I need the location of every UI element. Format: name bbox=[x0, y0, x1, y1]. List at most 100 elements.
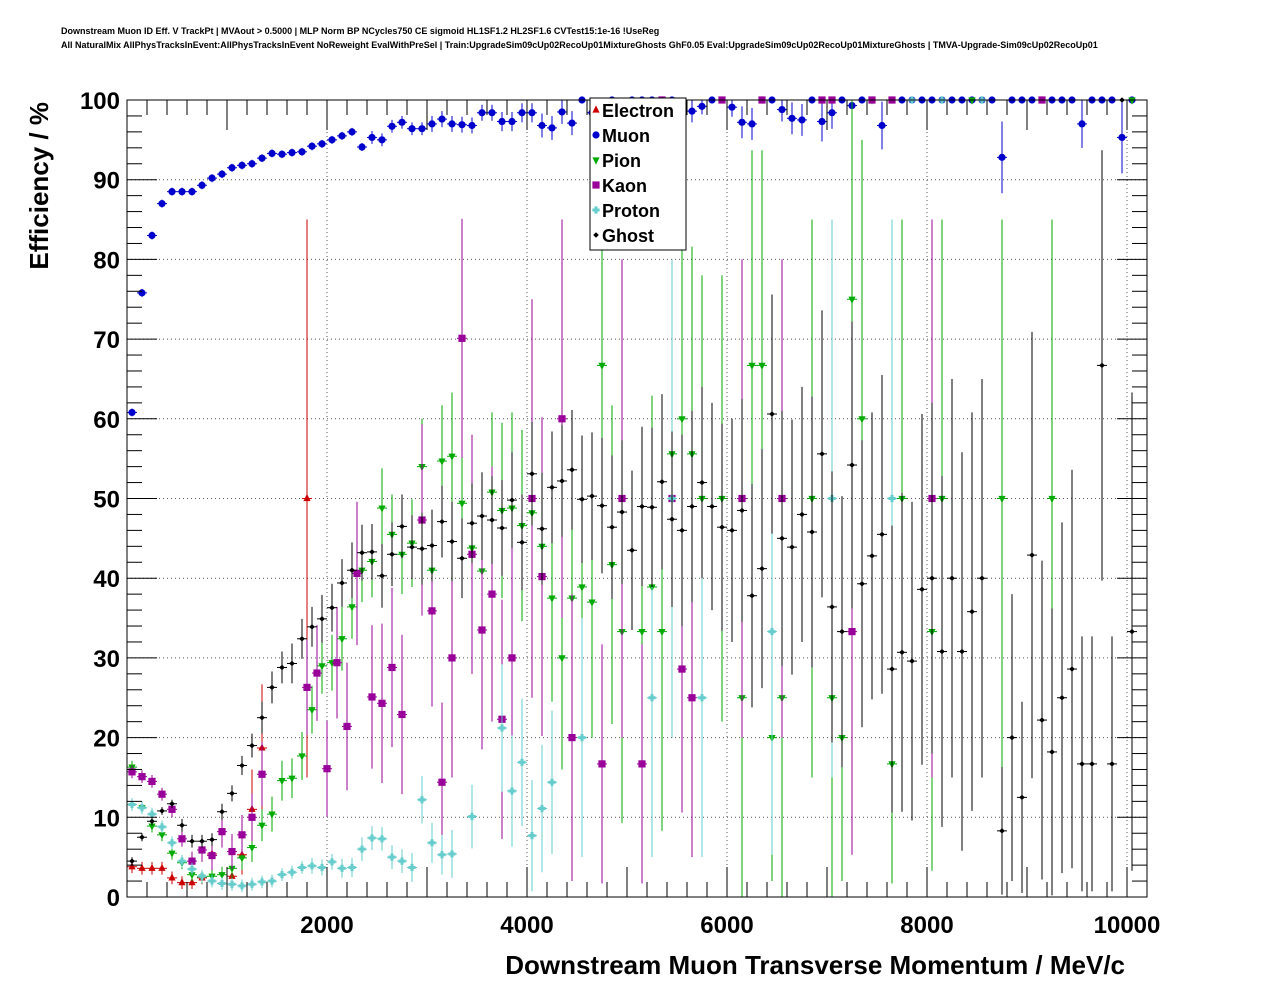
marker bbox=[269, 684, 275, 691]
marker bbox=[589, 493, 595, 499]
marker bbox=[229, 790, 235, 797]
ghost-point bbox=[877, 374, 887, 694]
marker bbox=[1099, 362, 1105, 369]
x-tick-label: 10000 bbox=[1094, 912, 1161, 939]
marker bbox=[478, 109, 486, 117]
muon-point bbox=[327, 135, 337, 144]
kaon-point bbox=[567, 594, 577, 882]
proton-point bbox=[217, 877, 227, 890]
ghost-point bbox=[977, 378, 987, 778]
ghost-point bbox=[857, 440, 867, 728]
marker bbox=[519, 539, 525, 546]
marker bbox=[399, 523, 405, 530]
muon-point bbox=[187, 187, 197, 196]
proton-point bbox=[437, 834, 447, 875]
marker bbox=[278, 871, 286, 879]
ghost-point bbox=[1107, 636, 1117, 892]
series-kaon bbox=[127, 96, 1047, 884]
marker bbox=[549, 484, 555, 491]
marker bbox=[139, 834, 145, 841]
ghost-point bbox=[277, 651, 287, 684]
marker bbox=[218, 872, 226, 880]
ghost-point bbox=[447, 501, 457, 582]
ghost-point bbox=[287, 643, 297, 684]
marker bbox=[498, 724, 506, 732]
marker bbox=[1069, 666, 1075, 672]
marker bbox=[828, 109, 836, 117]
marker bbox=[1049, 749, 1055, 755]
marker bbox=[638, 760, 646, 768]
proton-point bbox=[647, 538, 657, 858]
muon-point bbox=[537, 113, 547, 138]
marker bbox=[738, 118, 746, 126]
proton-point bbox=[417, 775, 427, 824]
ghost-point bbox=[457, 518, 467, 599]
y-tick-label: 70 bbox=[93, 327, 120, 354]
muon-point bbox=[497, 111, 507, 132]
ghost-point bbox=[577, 435, 587, 564]
legend-label: Muon bbox=[602, 126, 650, 146]
marker bbox=[459, 555, 465, 562]
marker bbox=[558, 108, 566, 116]
axis-ticks bbox=[126, 99, 1148, 898]
proton-point bbox=[537, 744, 547, 873]
marker bbox=[218, 828, 226, 836]
legend-entry-kaon: Kaon bbox=[592, 176, 647, 196]
series-muon bbox=[127, 96, 1137, 417]
marker bbox=[458, 500, 466, 508]
marker bbox=[148, 231, 156, 240]
muon-point bbox=[227, 163, 237, 172]
y-tick-label: 10 bbox=[93, 805, 120, 832]
ghost-point bbox=[1037, 560, 1047, 880]
marker bbox=[528, 109, 536, 117]
y-axis-title: Efficiency / % bbox=[24, 102, 54, 270]
marker bbox=[658, 628, 666, 637]
marker bbox=[138, 863, 146, 871]
marker bbox=[328, 858, 336, 866]
marker bbox=[313, 669, 321, 677]
ghost-point bbox=[1097, 150, 1107, 581]
ghost-point bbox=[807, 396, 817, 668]
marker bbox=[218, 879, 226, 888]
muon-point bbox=[307, 142, 317, 151]
legend-label: Pion bbox=[602, 151, 641, 171]
marker bbox=[178, 878, 186, 886]
muon-point bbox=[127, 408, 137, 417]
marker bbox=[1079, 761, 1085, 767]
muon-point bbox=[747, 107, 757, 140]
marker bbox=[509, 497, 515, 503]
marker bbox=[558, 415, 566, 423]
muon-point bbox=[797, 103, 807, 136]
pion-point bbox=[337, 606, 347, 671]
marker bbox=[1118, 133, 1126, 142]
marker bbox=[629, 547, 635, 554]
marker bbox=[429, 542, 435, 549]
ghost-point bbox=[557, 425, 567, 537]
marker bbox=[419, 545, 425, 552]
marker bbox=[308, 862, 316, 870]
marker bbox=[359, 549, 365, 556]
marker bbox=[1089, 761, 1095, 767]
pion-point bbox=[257, 809, 267, 842]
marker bbox=[149, 818, 155, 825]
proton-point bbox=[337, 858, 347, 878]
muon-point bbox=[877, 101, 887, 150]
axis-tick-labels: 0 10 20 30 40 50 60 70 80 90 100 2000 4000 6000 8000 10… bbox=[80, 88, 1160, 939]
series-electron bbox=[127, 219, 312, 890]
legend-label: Electron bbox=[602, 101, 674, 121]
kaon-point bbox=[157, 787, 167, 801]
kaon-point bbox=[312, 625, 322, 721]
marker bbox=[128, 862, 136, 870]
marker bbox=[288, 149, 296, 157]
proton-point bbox=[207, 874, 217, 888]
kaon-point bbox=[342, 662, 352, 791]
marker bbox=[508, 787, 516, 795]
muon-point bbox=[687, 100, 697, 123]
marker bbox=[128, 768, 136, 776]
marker bbox=[648, 694, 656, 702]
marker bbox=[499, 525, 505, 531]
y-tick-label: 0 bbox=[107, 885, 120, 912]
marker bbox=[879, 531, 885, 538]
muon-point bbox=[487, 104, 497, 121]
ghost-point bbox=[767, 294, 777, 534]
